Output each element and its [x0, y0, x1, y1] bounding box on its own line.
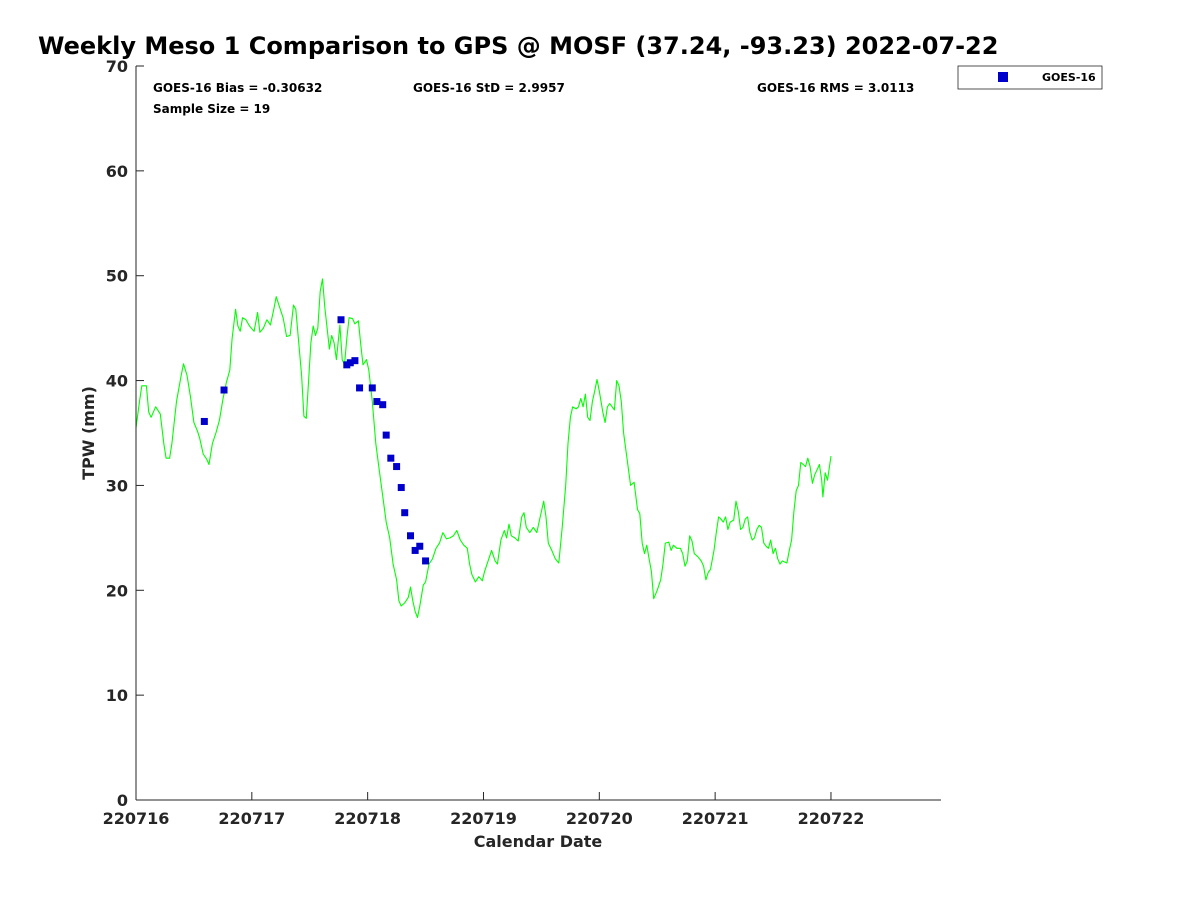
goes-data-point	[351, 357, 359, 365]
y-axis-label: TPW (mm)	[79, 386, 98, 480]
x-tick-label: 220719	[450, 809, 517, 828]
y-tick-label: 60	[106, 162, 128, 181]
goes-data-point	[382, 431, 390, 439]
goes-data-point	[401, 509, 409, 517]
y-ticks: 0 10 20 30 40 50 60 70	[106, 57, 144, 810]
std-stat: GOES-16 StD = 2.9957	[413, 81, 565, 95]
goes-data-point	[397, 484, 405, 492]
goes-data-point	[368, 384, 376, 392]
x-tick-label: 220721	[682, 809, 749, 828]
y-tick-label: 40	[106, 372, 128, 391]
goes-data-point	[411, 546, 419, 554]
y-tick-label: 30	[106, 476, 128, 495]
goes-data-point	[337, 316, 345, 324]
goes-data-point	[200, 417, 208, 425]
legend-box	[957, 65, 1103, 90]
y-tick-label: 70	[106, 57, 128, 76]
gps-line-layer	[135, 278, 832, 619]
y-tick-label: 20	[106, 581, 128, 600]
chart-title: Weekly Meso 1 Comparison to GPS @ MOSF (…	[38, 32, 998, 60]
goes-data-point	[416, 542, 424, 550]
x-tick-label: 220717	[218, 809, 285, 828]
rms-stat: GOES-16 RMS = 3.0113	[757, 81, 914, 95]
y-tick-label: 10	[106, 686, 128, 705]
y-tick-label: 50	[106, 267, 128, 286]
x-tick-label: 220716	[103, 809, 170, 828]
goes-data-point	[407, 532, 415, 540]
plot-area	[135, 278, 832, 619]
x-ticks: 220716 220717 220718 220719 220720 220721 2207…	[103, 792, 865, 828]
goes-data-point	[220, 386, 228, 394]
x-tick-label: 220718	[334, 809, 401, 828]
bias-stat: GOES-16 Bias = -0.30632	[153, 81, 322, 95]
x-tick-label: 220720	[566, 809, 633, 828]
goes-data-point	[379, 401, 387, 409]
legend-goes-marker	[998, 72, 1008, 82]
goes-data-point	[387, 454, 395, 462]
goes-data-point	[422, 557, 430, 565]
goes-data-point	[356, 384, 364, 392]
gps-series-line	[135, 278, 832, 619]
axes	[135, 66, 941, 801]
goes-data-point	[346, 359, 354, 367]
y-tick-label: 0	[117, 791, 128, 810]
sample-size-stat: Sample Size = 19	[153, 102, 270, 116]
goes-data-point	[393, 463, 401, 471]
goes-marker-layer	[200, 316, 430, 565]
legend-goes-label: GOES-16	[1042, 71, 1096, 84]
legend: GOES-16	[957, 65, 1103, 90]
x-axis-label: Calendar Date	[474, 832, 603, 851]
goes-data-point	[373, 398, 381, 406]
x-tick-label: 220722	[798, 809, 865, 828]
